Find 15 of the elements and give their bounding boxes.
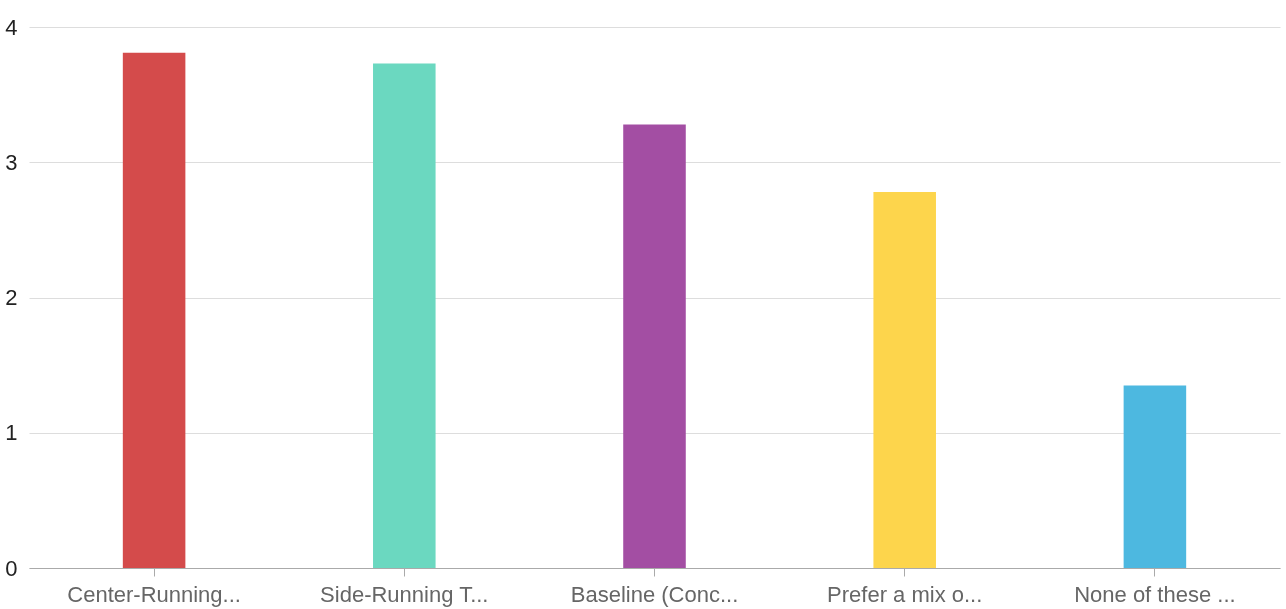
x-tick-label: None of these ... (1074, 581, 1236, 607)
x-tick-label: Prefer a mix o... (827, 581, 983, 607)
bar (873, 192, 936, 568)
y-tick-label: 2 (5, 285, 18, 310)
bar (623, 124, 686, 568)
x-tick-label: Center-Running... (67, 581, 241, 607)
y-tick-label: 3 (5, 149, 18, 175)
bar (122, 52, 186, 568)
x-tick-label: Baseline (Conc... (570, 581, 739, 607)
x-tick-label: Side-Running T... (320, 581, 489, 607)
y-tick-label: 0 (5, 555, 18, 581)
bar (1123, 385, 1187, 568)
y-tick-label: 1 (5, 420, 18, 446)
bar (373, 63, 436, 568)
y-tick-label: 4 (5, 14, 18, 40)
